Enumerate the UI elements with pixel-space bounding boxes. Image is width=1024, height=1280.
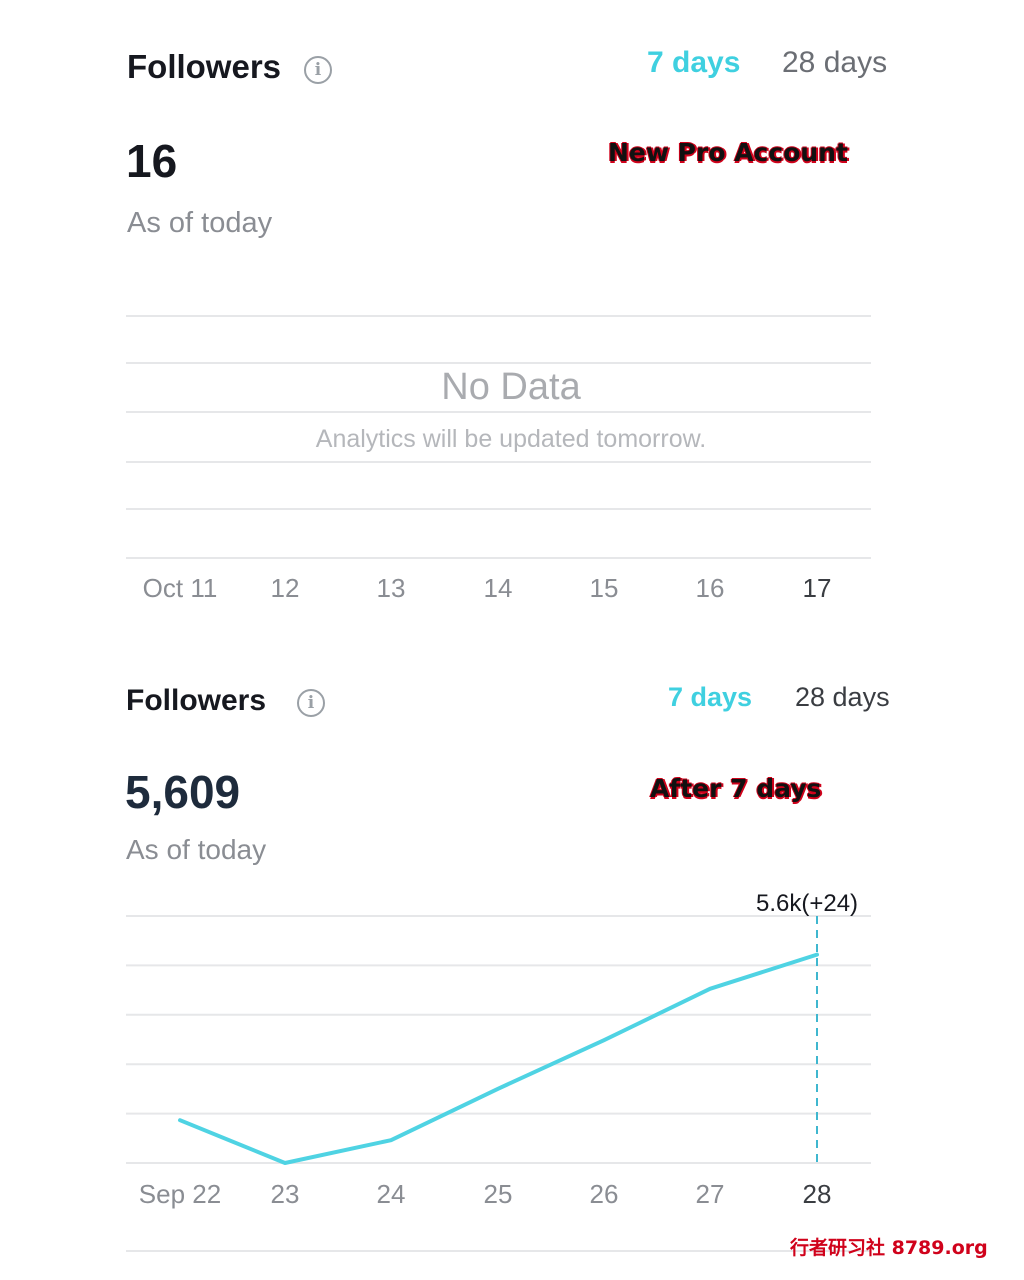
panel-title: Followers (127, 48, 282, 85)
followers-series-line (178, 952, 819, 1165)
grid-line (126, 315, 871, 317)
follower-count: 5,609 (125, 766, 241, 818)
count-subtitle: As of today (126, 834, 267, 865)
tab-28-days[interactable]: 28 days (795, 682, 890, 712)
x-tick-label: 13 (376, 573, 406, 603)
x-tick-label: 27 (696, 1179, 725, 1209)
x-tick-label: 28 (803, 1179, 832, 1209)
followers-line-chart: Sep 22 23 24 25 26 27 28 5.6k(+24) (126, 890, 871, 1209)
follower-count: 16 (126, 135, 178, 187)
x-tick-label: 24 (377, 1179, 406, 1209)
x-tick-label: 23 (271, 1179, 300, 1209)
x-tick-label: 26 (590, 1179, 619, 1209)
x-tick-label: 15 (589, 573, 619, 603)
grid-line (126, 508, 871, 510)
info-icon[interactable]: i (304, 56, 332, 84)
grid-line (126, 557, 871, 559)
grid-line (126, 362, 871, 364)
value-tooltip: 5.6k(+24) (756, 890, 858, 917)
tab-7-days[interactable]: 7 days (647, 46, 741, 79)
x-tick-label: 12 (270, 573, 300, 603)
no-data-title: No Data (441, 366, 581, 408)
x-tick-label: Oct 11 (142, 573, 218, 603)
panel-title: Followers (126, 684, 267, 717)
x-tick-label: 17 (802, 573, 832, 603)
x-tick-label: Sep 22 (139, 1179, 221, 1209)
watermark-text: 行者研习社 8789.org (790, 1237, 988, 1259)
no-data-message: Analytics will be updated tomorrow. (315, 425, 707, 453)
tab-28-days[interactable]: 28 days (782, 46, 888, 79)
overlay-label: New Pro Account (608, 138, 848, 167)
info-icon[interactable]: i (297, 689, 325, 717)
x-tick-label: 25 (484, 1179, 513, 1209)
x-tick-label: 16 (695, 573, 725, 603)
grid-line (126, 411, 871, 413)
grid-line (126, 461, 871, 463)
count-subtitle: As of today (127, 207, 273, 239)
bottom-divider (126, 1250, 871, 1252)
overlay-label: After 7 days (650, 774, 822, 803)
tab-7-days[interactable]: 7 days (668, 682, 753, 712)
x-tick-label: 14 (483, 573, 513, 603)
